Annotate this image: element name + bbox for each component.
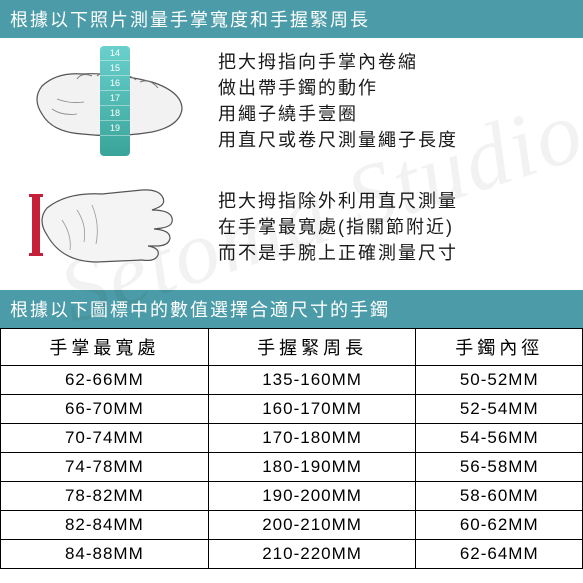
- instructions-width: 把大拇指除外利用直尺測量 在手掌最寬處(指關節附近) 而不是手腕上正確測量尺寸: [218, 188, 458, 266]
- cell: 160-170MM: [208, 395, 416, 424]
- cell: 190-200MM: [208, 482, 416, 511]
- cell: 82-84MM: [1, 511, 209, 540]
- tape-tick: 14: [100, 46, 130, 61]
- cell: 54-56MM: [416, 424, 583, 453]
- illustration-fist-tape: 14 15 16 17 18 19: [12, 46, 212, 156]
- instruction-line: 在手掌最寬處(指關節附近): [218, 214, 458, 240]
- header-size-table-title: 根據以下圖標中的數值選擇合適尺寸的手鐲: [0, 290, 583, 328]
- cell: 66-70MM: [1, 395, 209, 424]
- table-row: 82-84MM200-210MM60-62MM: [1, 511, 583, 540]
- cell: 74-78MM: [1, 453, 209, 482]
- col-palm-width: 手掌最寬處: [1, 329, 209, 366]
- measuring-tape: 14 15 16 17 18 19: [100, 46, 130, 156]
- tape-tick: 19: [100, 121, 130, 136]
- header-measure-title: 根據以下照片測量手掌寬度和手握緊周長: [0, 0, 583, 38]
- sizing-table: 手掌最寬處 手握緊周長 手鐲內徑 62-66MM135-160MM50-52MM…: [0, 328, 583, 569]
- tape-tick: 17: [100, 91, 130, 106]
- cell: 60-62MM: [416, 511, 583, 540]
- table-row: 62-66MM135-160MM50-52MM: [1, 366, 583, 395]
- cell: 200-210MM: [208, 511, 416, 540]
- cell: 135-160MM: [208, 366, 416, 395]
- width-ruler-bar: [32, 194, 40, 256]
- col-bracelet-inner: 手鐲內徑: [416, 329, 583, 366]
- instruction-line: 而不是手腕上正確測量尺寸: [218, 240, 458, 266]
- hand-open-drawing: [22, 180, 192, 275]
- table-row: 70-74MM170-180MM54-56MM: [1, 424, 583, 453]
- cell: 180-190MM: [208, 453, 416, 482]
- cell: 50-52MM: [416, 366, 583, 395]
- cell: 62-64MM: [416, 540, 583, 569]
- cell: 62-66MM: [1, 366, 209, 395]
- col-grip-circumference: 手握緊周長: [208, 329, 416, 366]
- illustration-palm-ruler: [12, 172, 212, 282]
- table-row: 84-88MM210-220MM62-64MM: [1, 540, 583, 569]
- tape-tick: 18: [100, 106, 130, 121]
- section-fist-circumference: 14 15 16 17 18 19 把大拇指向手掌內卷縮 做出帶手鐲的動作 用繩…: [0, 38, 583, 164]
- cell: 58-60MM: [416, 482, 583, 511]
- cell: 78-82MM: [1, 482, 209, 511]
- instruction-line: 用繩子繞手壹圈: [218, 101, 458, 127]
- cell: 210-220MM: [208, 540, 416, 569]
- instruction-line: 把大拇指除外利用直尺測量: [218, 188, 458, 214]
- table-row: 66-70MM160-170MM52-54MM: [1, 395, 583, 424]
- instruction-line: 把大拇指向手掌內卷縮: [218, 49, 458, 75]
- tape-tick: 16: [100, 76, 130, 91]
- instruction-line: 做出帶手鐲的動作: [218, 75, 458, 101]
- cell: 56-58MM: [416, 453, 583, 482]
- section-palm-width: 把大拇指除外利用直尺測量 在手掌最寬處(指關節附近) 而不是手腕上正確測量尺寸: [0, 164, 583, 290]
- cell: 52-54MM: [416, 395, 583, 424]
- table-row: 78-82MM190-200MM58-60MM: [1, 482, 583, 511]
- cell: 170-180MM: [208, 424, 416, 453]
- table-row: 74-78MM180-190MM56-58MM: [1, 453, 583, 482]
- cell: 84-88MM: [1, 540, 209, 569]
- table-header-row: 手掌最寬處 手握緊周長 手鐲內徑: [1, 329, 583, 366]
- cell: 70-74MM: [1, 424, 209, 453]
- tape-tick: 15: [100, 61, 130, 76]
- instructions-circumference: 把大拇指向手掌內卷縮 做出帶手鐲的動作 用繩子繞手壹圈 用直尺或卷尺測量繩子長度: [218, 49, 458, 153]
- instruction-line: 用直尺或卷尺測量繩子長度: [218, 127, 458, 153]
